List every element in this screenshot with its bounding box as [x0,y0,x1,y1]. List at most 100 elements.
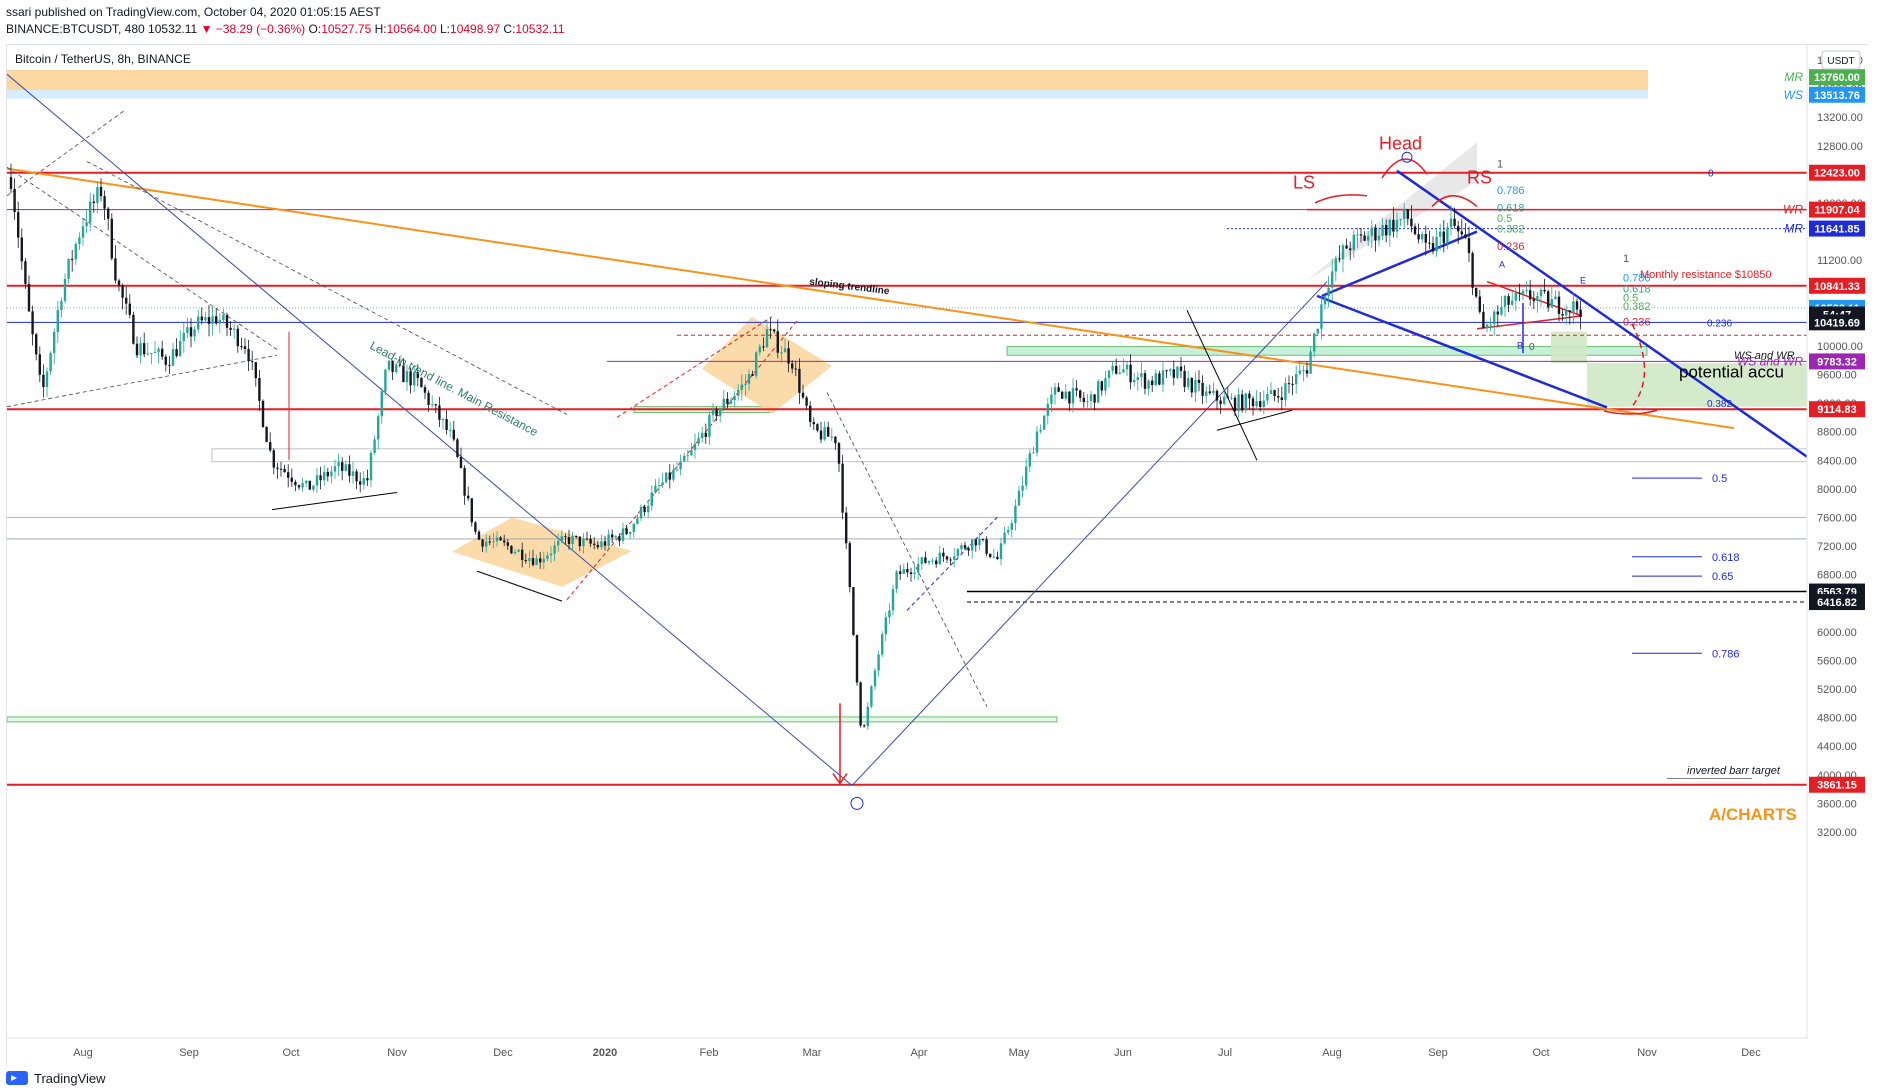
y-tick-label: 5200.00 [1817,684,1857,696]
candle-body [463,467,466,496]
x-tick-label: 2020 [593,1047,617,1059]
candle-body [333,466,337,472]
candle-body [341,462,344,471]
candle-body [1550,299,1553,308]
candle-body [222,314,225,321]
candle-body [762,346,765,348]
x-tick-label: Oct [1532,1047,1549,1059]
left-shoulder-arc [1314,194,1368,204]
candle-body [215,316,218,324]
fib-label-right: 0.618 [1623,284,1651,296]
candle-body [89,201,92,223]
candle-body [679,461,682,470]
candle-body [1223,396,1226,405]
candle-body [200,316,203,321]
candle-body [319,475,322,481]
low-label: L: [440,22,451,36]
candle-body [114,258,117,281]
candle-body [110,218,113,259]
candle-body [657,485,661,487]
candle-body [981,538,985,540]
candle-body [773,329,776,332]
blue-wedge-upper [1396,169,1808,458]
candle-body [1151,380,1154,386]
candle-body [787,348,790,364]
candle-body [1017,490,1021,506]
candle-body [675,469,679,471]
candle-body [582,538,585,547]
price-tag-value: 11907.04 [1814,205,1860,217]
candle-body [895,571,898,590]
candle-body [456,439,459,457]
open-label: O: [308,22,322,36]
currency-button[interactable] [1821,50,1861,70]
candle-body [942,552,945,557]
y-tick-label: 5600.00 [1817,655,1857,667]
candle-body [963,545,967,549]
blue-ascending-line-2020 [851,281,1328,786]
candle-body [495,537,499,542]
chart-frame[interactable]: 1 0.786 0.618 0.5 0.382 0.236 1 0.786 0.618 0.5 0.… [6,44,1869,1067]
price-tag [1809,164,1865,181]
candle-body [632,523,635,533]
candle-body [427,392,430,405]
candle-body [1334,258,1337,272]
candle-body [1133,379,1136,383]
candle-body [1147,380,1150,389]
candle-body [272,450,275,468]
candle-body [1014,505,1017,524]
candle-body [931,560,934,562]
candle-body [1514,292,1517,301]
candle-body [229,327,232,330]
candle-body [1568,310,1571,313]
candle-body [9,177,13,189]
potential-accumulation-zone-2 [1551,331,1587,364]
candle-body [287,472,290,478]
candle-body [445,419,448,431]
candle-body [1478,296,1481,312]
price-tag [1809,201,1865,218]
candle-body [1403,209,1406,219]
candle-body [711,409,715,415]
candlestick-chart[interactable]: 10.7860.6180.50.3820.23610.7860.6180.50.… [7,45,1869,1067]
candle-body [510,545,513,554]
blue-dashed-apr [906,517,998,611]
candle-body [834,436,837,444]
red-dashed-channel-2 [566,320,798,601]
candle-body [1385,225,1388,236]
price-change: ▼ −38.29 (−0.36%) [200,22,306,36]
candle-body [391,360,394,372]
candle-body [690,449,693,456]
x-tick-label: Dec [493,1047,513,1059]
candle-body [812,421,815,425]
candle-body [31,311,34,335]
candle-body [218,320,221,324]
candle-body [1273,390,1276,397]
resistance-zone-top [7,70,1648,91]
currency-button-label[interactable]: USDT [1827,56,1854,67]
candle-body [891,589,895,611]
candle-body [769,329,772,331]
candle-body [1511,300,1514,305]
close-value: 10532.11 [515,22,565,36]
candle-body [17,212,20,238]
candle-body [589,538,592,544]
candle-body [1413,226,1417,235]
candle-body [960,545,963,550]
candle-body [621,528,625,541]
candle-body [35,334,38,355]
candle-body [1064,391,1067,399]
candle-body [564,536,567,538]
candle-body [1525,290,1528,292]
candle-body [1125,364,1129,370]
candle-body [798,368,801,393]
candle-body [557,540,560,546]
candle-body [1529,290,1532,300]
candle-body [1089,394,1093,402]
y-tick-label: 8000.00 [1817,484,1857,496]
candle-body [1500,306,1503,315]
candle-body [1039,429,1042,432]
candle-body [150,352,153,354]
candle-body [423,387,427,393]
price-tag-value: 9114.83 [1817,404,1856,416]
